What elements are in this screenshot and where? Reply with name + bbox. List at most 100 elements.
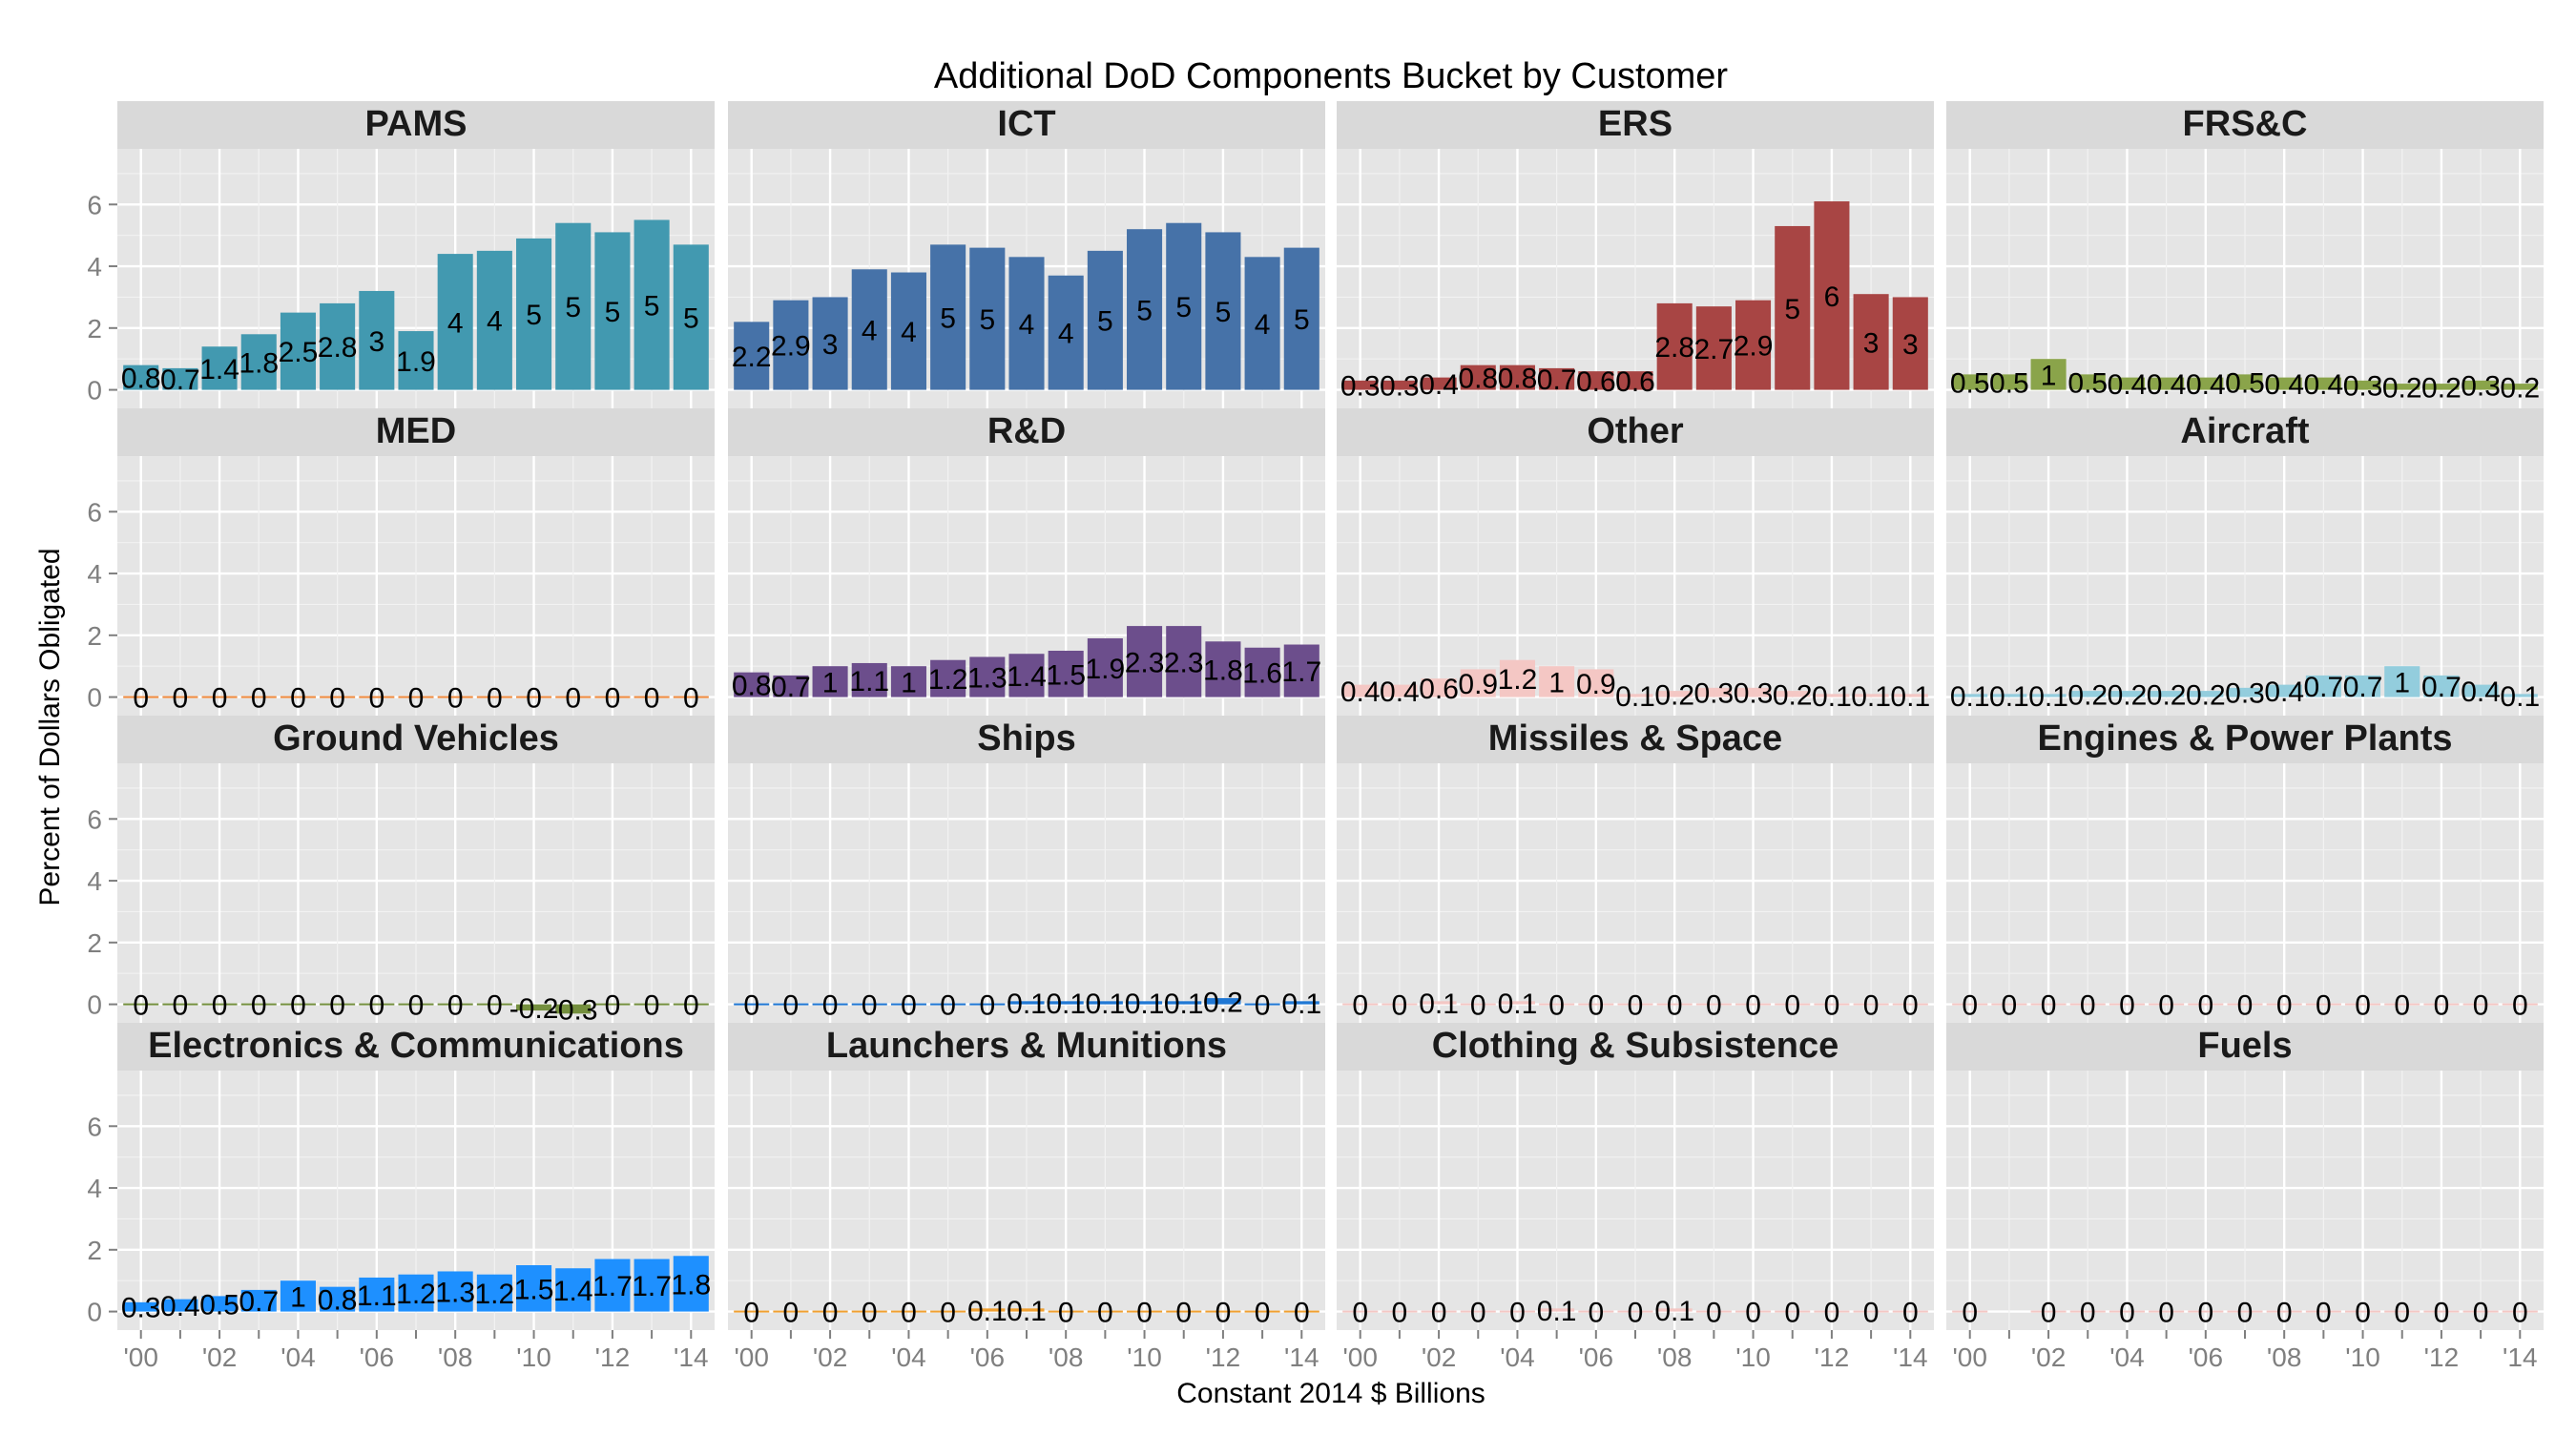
facet-strip: [1946, 408, 2544, 456]
data-label: 0.2: [2186, 679, 2226, 711]
bar: [1127, 229, 1163, 390]
bar: [1814, 1310, 1850, 1313]
data-label: 5: [565, 292, 581, 323]
y-tick-label: 6: [87, 804, 102, 834]
data-label: 1: [901, 667, 917, 698]
data-label: 0: [2237, 1298, 2254, 1329]
x-tick-label: '06: [360, 1342, 395, 1372]
bar: [555, 222, 592, 390]
bar: [1578, 371, 1614, 390]
data-label: 0.5: [1989, 367, 2029, 399]
bar: [1952, 374, 1988, 390]
bar: [398, 696, 434, 698]
bar: [634, 1003, 670, 1006]
data-label: 0.1: [1498, 989, 1538, 1020]
bar: [2502, 694, 2538, 697]
bar: [1853, 294, 1889, 390]
bar: [1695, 1003, 1732, 1006]
x-tick-label: '00: [123, 1342, 158, 1372]
bar: [2109, 1003, 2145, 1006]
data-label: 0.2: [2421, 372, 2462, 404]
data-label: 1.8: [671, 1269, 711, 1301]
data-label: 0.1: [1654, 1296, 1694, 1327]
data-label: 0: [2158, 990, 2174, 1022]
data-label: 0: [526, 683, 542, 715]
data-label: 2.5: [279, 337, 319, 368]
bar: [2423, 675, 2460, 697]
data-label: 0.3: [1380, 371, 1420, 403]
bar: [280, 312, 316, 390]
data-label: 0: [1470, 990, 1486, 1022]
bar: [201, 346, 238, 390]
data-label: 0: [2197, 990, 2213, 1022]
data-label: 0.2: [1654, 679, 1694, 711]
data-label: 0.4: [2461, 676, 2501, 708]
data-label: 1.3: [967, 663, 1008, 695]
bar: [240, 696, 277, 698]
facet-title: R&D: [987, 411, 1066, 451]
facet-strip: [1946, 1023, 2544, 1071]
data-label: 1.7: [592, 1271, 633, 1302]
facet-title: Engines & Power Plants: [2038, 718, 2453, 759]
bar: [773, 1310, 809, 1313]
data-label: 1.1: [357, 1280, 397, 1312]
bar: [1578, 1003, 1614, 1006]
bar: [1578, 669, 1614, 697]
data-label: 2.3: [1164, 647, 1204, 678]
bar: [812, 297, 848, 390]
bar: [1499, 1310, 1535, 1313]
data-label: 0: [1352, 990, 1368, 1022]
data-label: 0: [1667, 990, 1683, 1022]
x-tick-label: '08: [438, 1342, 473, 1372]
x-tick-label: '12: [2424, 1342, 2460, 1372]
bar: [162, 367, 198, 390]
bar: [2030, 359, 2067, 390]
data-label: 0.8: [121, 364, 161, 395]
x-tick-label: '12: [1206, 1342, 1241, 1372]
data-label: 2.9: [771, 331, 811, 363]
data-label: 0: [1588, 1298, 1604, 1329]
bar: [1460, 364, 1496, 390]
bar: [1539, 367, 1575, 390]
bar: [2384, 666, 2420, 697]
x-axis-label: Constant 2014 $ Billions: [1176, 1378, 1485, 1409]
y-tick-label: 4: [87, 1174, 102, 1203]
data-label: 0.4: [2108, 369, 2148, 401]
bar: [1892, 1003, 1928, 1006]
data-label: 0: [901, 990, 917, 1022]
bar: [1617, 1003, 1653, 1006]
bar: [1205, 232, 1241, 390]
data-label: 2.3: [1125, 647, 1165, 678]
bar: [1735, 300, 1772, 390]
bar: [1008, 257, 1045, 390]
data-label: 1.9: [1086, 654, 1126, 685]
bar: [2188, 691, 2224, 697]
data-label: 4: [862, 315, 878, 346]
x-tick-label: '10: [516, 1342, 551, 1372]
bar: [1381, 1003, 1418, 1006]
data-label: 0: [1962, 1298, 1978, 1329]
bar: [1539, 1308, 1575, 1312]
data-label: 0: [901, 1298, 917, 1329]
bar: [1381, 684, 1418, 697]
bar: [594, 232, 631, 390]
data-label: 0.1: [1125, 989, 1165, 1020]
bar: [2188, 1310, 2224, 1313]
data-label: 1: [822, 667, 839, 698]
facet-title: Ground Vehicles: [273, 718, 559, 759]
data-label: 0.3: [1694, 678, 1735, 710]
data-label: 0: [251, 990, 267, 1022]
data-label: 0: [783, 990, 800, 1022]
data-label: 0.9: [1576, 669, 1616, 700]
y-tick-label: 4: [87, 559, 102, 589]
bar: [1892, 1310, 1928, 1313]
data-label: 0: [368, 990, 384, 1022]
data-label: 1: [1548, 667, 1565, 698]
bar: [1244, 1003, 1280, 1006]
bar: [930, 244, 966, 390]
x-tick-label: '10: [1735, 1342, 1771, 1372]
bar: [673, 1003, 709, 1006]
bar: [1775, 1003, 1811, 1006]
bar: [1342, 1003, 1379, 1006]
